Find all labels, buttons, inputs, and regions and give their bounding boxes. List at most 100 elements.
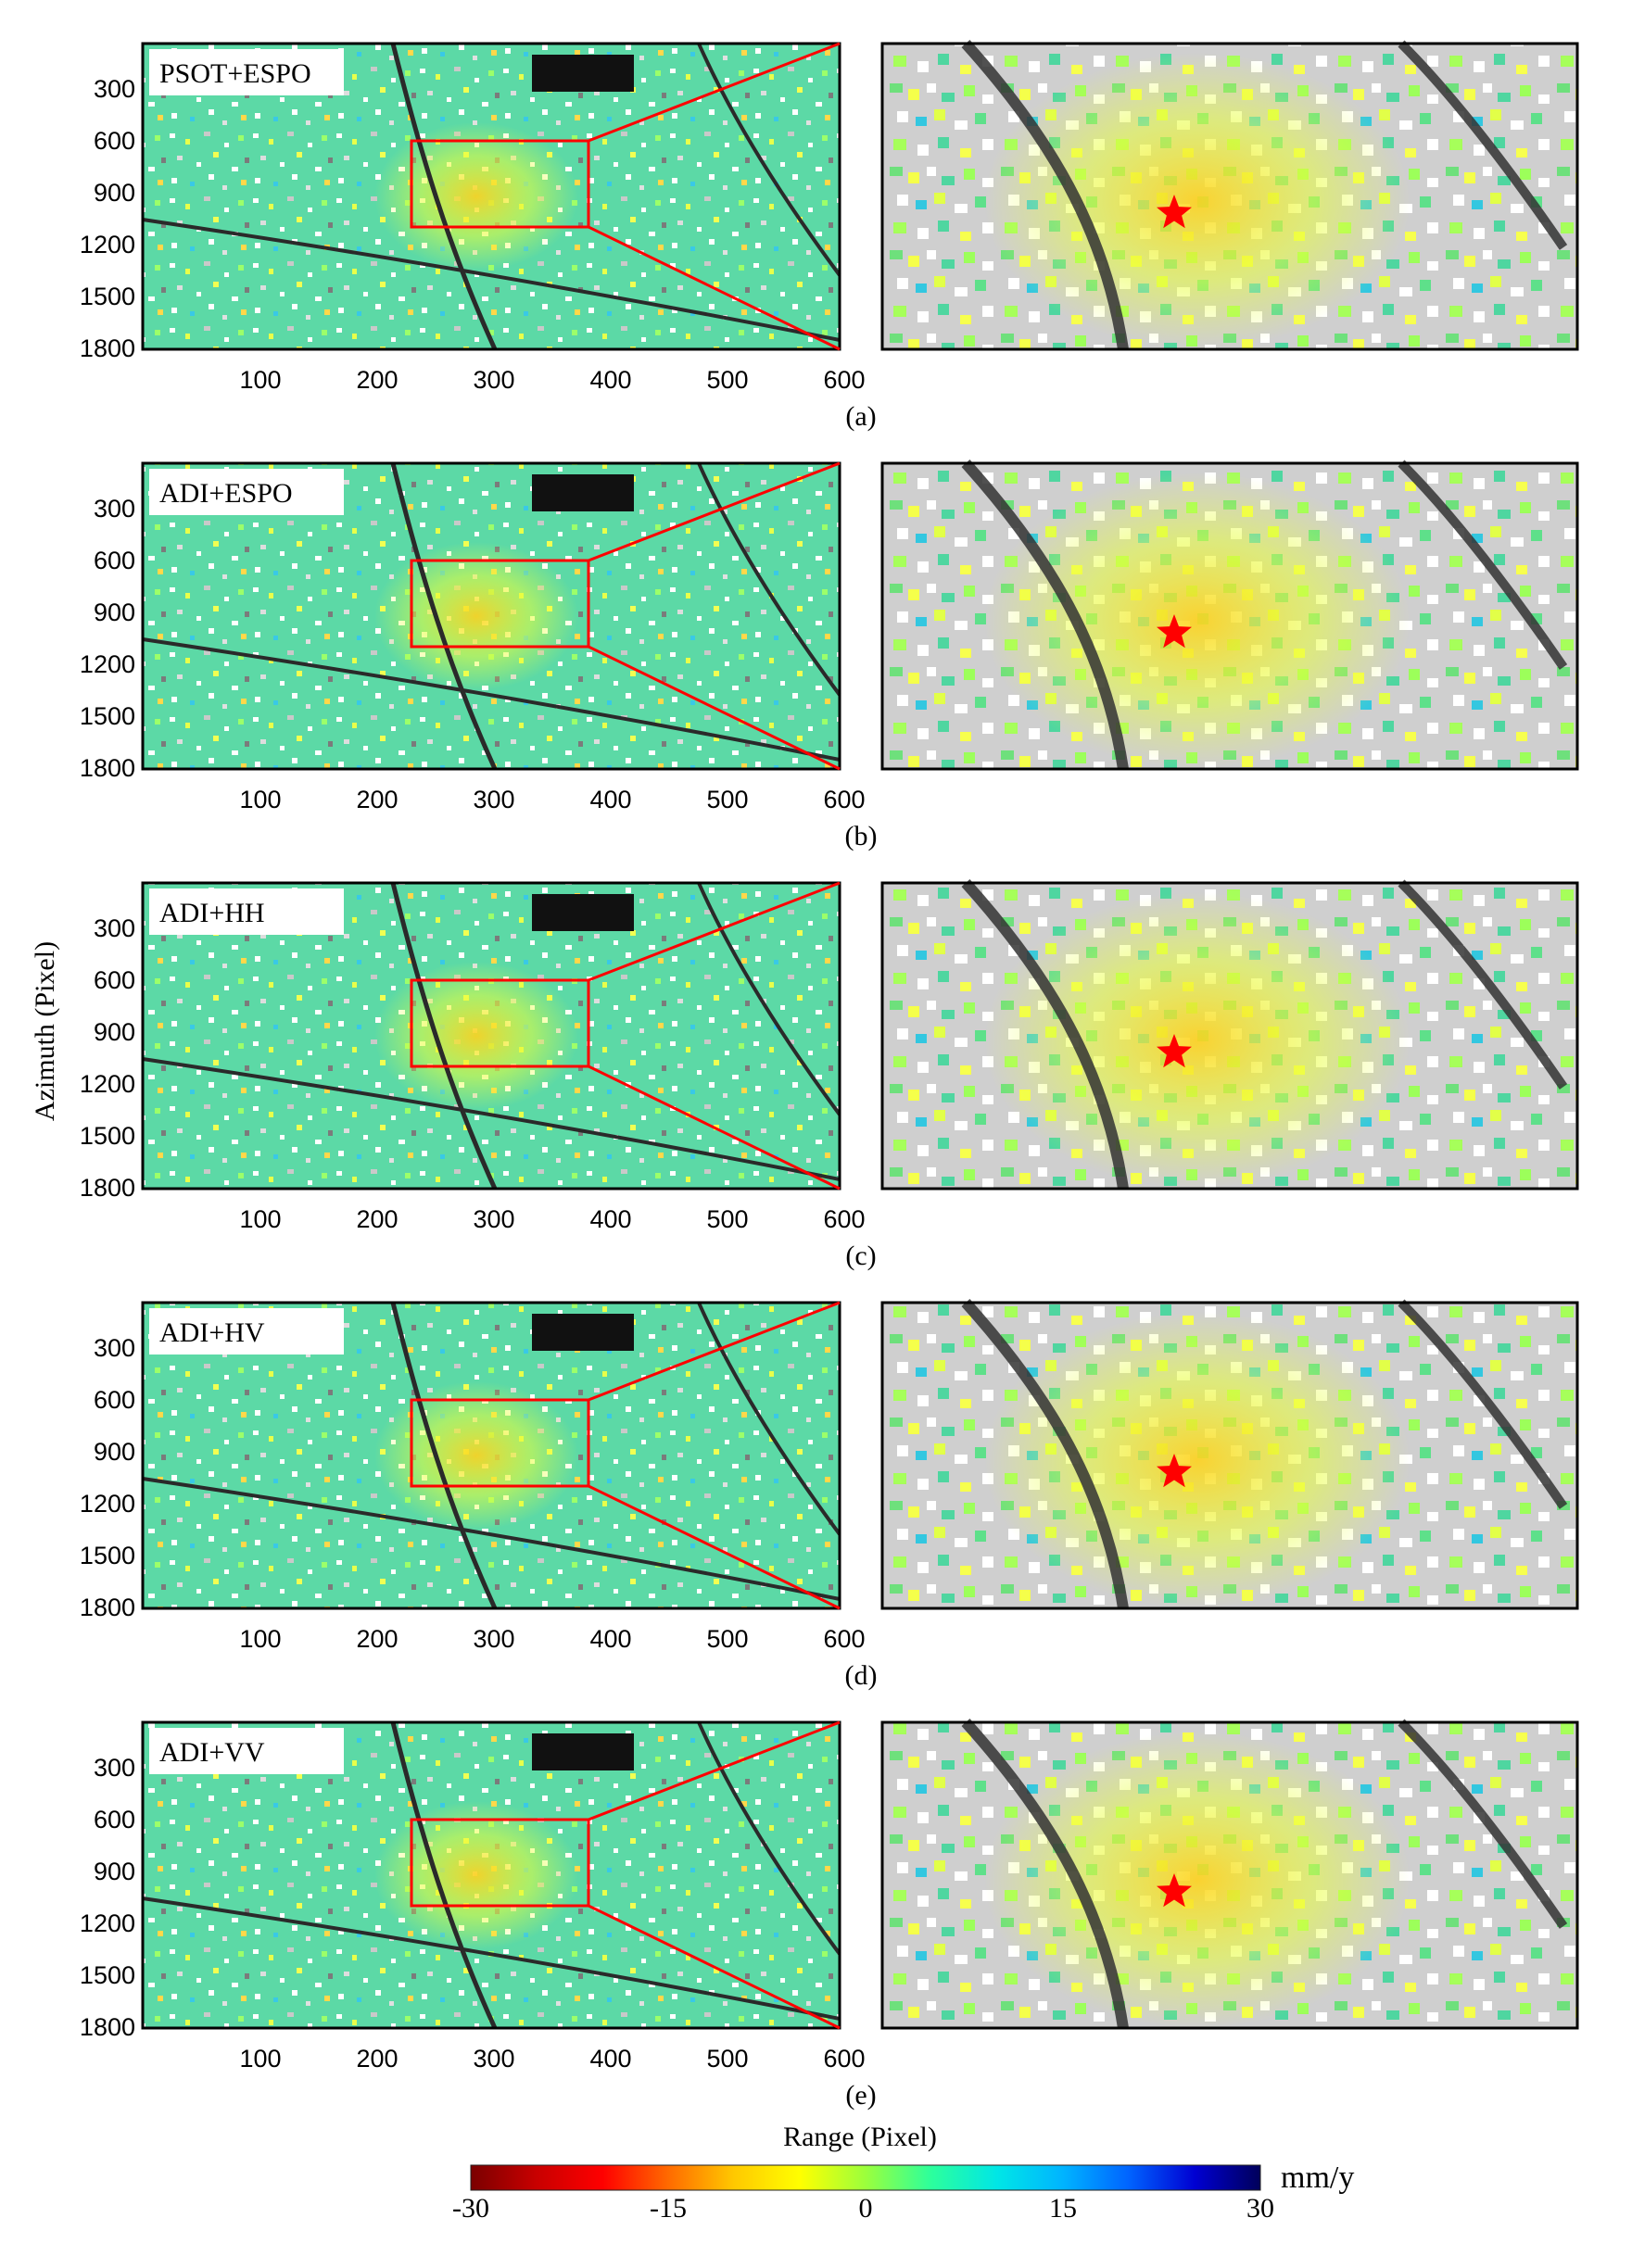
y-tick-label: 300	[94, 495, 135, 523]
channel-line	[1398, 1719, 1568, 1929]
colorbar-tick-label: 0	[859, 2193, 873, 2224]
x-tick-label: 400	[589, 366, 631, 394]
y-tick-label: 1500	[80, 283, 135, 310]
deformation-hotspot	[984, 53, 1411, 349]
water-body	[532, 1733, 634, 1770]
x-tick-label: 500	[706, 1205, 748, 1233]
channel-line	[390, 882, 498, 1191]
channel-line	[697, 43, 841, 277]
y-tick-label: 1800	[80, 2013, 135, 2041]
overview-frame	[141, 461, 841, 771]
x-tick-label: 100	[239, 1625, 281, 1653]
deformation-hotspot	[374, 122, 578, 271]
deformation-hotspot	[374, 962, 578, 1110]
x-tick-label: 400	[589, 786, 631, 813]
panel-letter: (b)	[845, 821, 878, 851]
water-body	[532, 474, 634, 511]
method-label: ADI+VV	[159, 1737, 265, 1768]
x-tick-label: 300	[473, 366, 514, 394]
location-star-icon	[1157, 1034, 1192, 1068]
x-tick-label: 600	[823, 1205, 865, 1233]
zoom-frame	[880, 461, 1579, 771]
overview-frame	[141, 42, 841, 351]
x-tick-label: 200	[356, 366, 398, 394]
x-axis-label: Range (Pixel)	[783, 2122, 937, 2152]
channel-line	[142, 1477, 841, 1601]
channel-line	[1398, 40, 1568, 250]
channel-line	[142, 1057, 841, 1181]
channel-line	[142, 1896, 841, 2021]
water-body	[532, 894, 634, 931]
y-tick-label: 1200	[80, 231, 135, 258]
location-star-icon	[1157, 1454, 1192, 1488]
zoom-frame	[880, 42, 1579, 351]
channel-line	[697, 1721, 841, 1956]
y-tick-label: 300	[94, 75, 135, 103]
y-tick-label: 600	[94, 966, 135, 994]
x-tick-label: 200	[356, 786, 398, 813]
colorbar	[470, 2164, 1261, 2191]
panel-a: PSOT+ESPO 300 600 900 1200 1500 1800 100 200 300 4…	[80, 39, 1579, 432]
channel-line	[390, 43, 498, 351]
zoom-connector	[588, 1720, 841, 1821]
method-label: ADI+HH	[159, 898, 265, 928]
zoom-box	[410, 978, 590, 1068]
channel-line	[697, 462, 841, 697]
x-tick-label: 100	[239, 2045, 281, 2073]
x-tick-label: 400	[589, 1625, 631, 1653]
overview-frame	[141, 1720, 841, 2030]
y-tick-label: 300	[94, 1334, 135, 1362]
channel-line	[697, 1302, 841, 1536]
zoom-frame	[880, 1301, 1579, 1610]
deformation-hotspot	[374, 1801, 578, 1949]
channel-line	[961, 1298, 1129, 1609]
channel-line	[961, 878, 1129, 1190]
x-tick-label: 100	[239, 1205, 281, 1233]
panel-letter: (d)	[845, 1660, 878, 1691]
channel-line	[142, 637, 841, 762]
y-tick-label: 1200	[80, 1070, 135, 1098]
y-tick-label: 600	[94, 1806, 135, 1833]
method-label: ADI+ESPO	[159, 478, 293, 509]
panel-letter: (e)	[845, 2080, 876, 2110]
zoom-box	[410, 559, 590, 649]
y-tick-label: 900	[94, 1018, 135, 1046]
y-tick-label: 1500	[80, 1122, 135, 1150]
colorbar-unit: mm/y	[1281, 2161, 1354, 2195]
y-tick-label: 1200	[80, 1490, 135, 1518]
colorbar-tick-label: 30	[1246, 2193, 1274, 2224]
y-tick-label: 1800	[80, 754, 135, 782]
x-tick-label: 200	[356, 2045, 398, 2073]
panel-letter: (a)	[845, 401, 876, 432]
overview-frame	[141, 1301, 841, 1610]
y-tick-label: 300	[94, 1754, 135, 1782]
method-label-box	[149, 888, 344, 935]
x-tick-label: 100	[239, 786, 281, 813]
method-label-box	[149, 1728, 344, 1774]
colorbar-tick-label: -15	[650, 2193, 687, 2224]
zoom-connector	[588, 881, 841, 982]
channel-line	[390, 462, 498, 771]
y-axis-label: Azimuth (Pixel)	[30, 941, 60, 1121]
channel-line	[142, 218, 841, 342]
channel-line	[961, 1718, 1129, 2029]
channel-line	[1398, 879, 1568, 1090]
x-tick-label: 500	[706, 366, 748, 394]
water-body	[532, 55, 634, 92]
x-tick-label: 500	[706, 2045, 748, 2073]
zoom-box	[410, 1818, 590, 1908]
y-tick-label: 1500	[80, 1961, 135, 1989]
y-tick-label: 900	[94, 1858, 135, 1885]
x-tick-label: 600	[823, 366, 865, 394]
water-body	[532, 1314, 634, 1351]
deformation-hotspot	[984, 472, 1411, 769]
channel-line	[1398, 1299, 1568, 1509]
method-label-box	[149, 469, 344, 515]
zoom-connector	[588, 225, 841, 351]
x-tick-label: 600	[823, 2045, 865, 2073]
y-tick-label: 900	[94, 179, 135, 207]
y-tick-label: 300	[94, 914, 135, 942]
method-label: ADI+HV	[159, 1317, 265, 1348]
x-tick-label: 500	[706, 786, 748, 813]
zoom-connector	[588, 645, 841, 771]
